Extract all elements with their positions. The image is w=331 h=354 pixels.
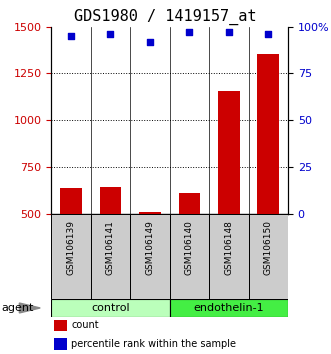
Bar [169, 299, 288, 317]
Bar [249, 214, 288, 299]
Text: agent: agent [2, 303, 34, 313]
Bar [91, 214, 130, 299]
Text: GDS1980 / 1419157_at: GDS1980 / 1419157_at [74, 9, 257, 25]
Bar [130, 214, 169, 299]
Polygon shape [19, 303, 40, 313]
Bar [209, 214, 249, 299]
Text: percentile rank within the sample: percentile rank within the sample [71, 339, 236, 349]
Bar [258, 54, 279, 308]
Point [69, 33, 74, 39]
Text: control: control [91, 303, 130, 313]
Bar [178, 193, 200, 308]
Point [226, 29, 231, 35]
Point [108, 31, 113, 37]
Text: GSM106149: GSM106149 [145, 220, 155, 275]
Bar [51, 299, 169, 317]
Bar [54, 338, 67, 349]
Text: GSM106148: GSM106148 [224, 220, 233, 275]
Bar [54, 320, 67, 331]
Point [187, 29, 192, 35]
Point [147, 39, 153, 44]
Text: GSM106141: GSM106141 [106, 220, 115, 275]
Text: count: count [71, 320, 99, 330]
Bar [60, 188, 82, 308]
Point [265, 31, 271, 37]
Text: GSM106150: GSM106150 [264, 220, 273, 275]
Bar [100, 187, 121, 308]
Text: endothelin-1: endothelin-1 [194, 303, 264, 313]
Bar [139, 212, 161, 308]
Text: GSM106139: GSM106139 [67, 220, 75, 275]
Bar [169, 214, 209, 299]
Bar [218, 91, 240, 308]
Bar [51, 214, 91, 299]
Text: GSM106140: GSM106140 [185, 220, 194, 275]
